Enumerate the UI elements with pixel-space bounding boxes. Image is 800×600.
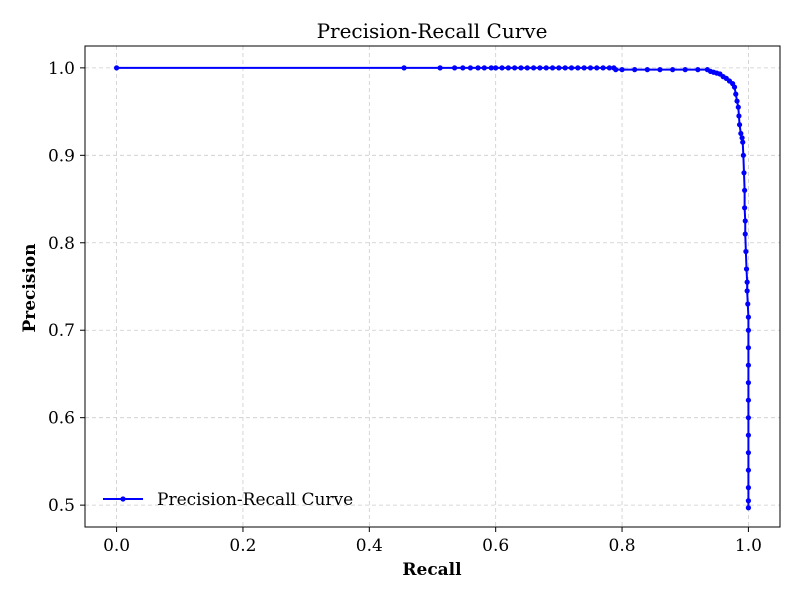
plot-frame bbox=[84, 45, 781, 528]
data-point bbox=[644, 67, 650, 73]
data-point bbox=[543, 65, 549, 71]
x-tick-label: 0.4 bbox=[356, 536, 383, 556]
data-point bbox=[460, 65, 466, 71]
data-point bbox=[530, 65, 537, 71]
data-point bbox=[481, 65, 487, 71]
data-point bbox=[733, 91, 739, 97]
tick-layer: 0.0 0.2 0.4 0.6 0.8 1.0 0.5 0.6 0.7 0.8 0.9 1.0 bbox=[48, 59, 762, 556]
data-point bbox=[518, 65, 524, 71]
chart-title: Precision-Recall Curve bbox=[317, 19, 548, 43]
data-point bbox=[556, 65, 562, 71]
grid-layer bbox=[85, 46, 780, 527]
data-point bbox=[524, 65, 530, 71]
data-point bbox=[512, 65, 518, 71]
x-tick-label: 0.2 bbox=[229, 536, 256, 556]
data-point bbox=[537, 65, 543, 71]
data-point bbox=[575, 65, 581, 71]
y-axis-label: Precision bbox=[20, 243, 40, 332]
data-point bbox=[745, 397, 752, 403]
y-tick-label: 0.5 bbox=[48, 496, 75, 516]
data-point bbox=[669, 67, 676, 73]
data-point bbox=[742, 187, 748, 193]
x-tick-label: 1.0 bbox=[735, 536, 762, 556]
data-point bbox=[632, 67, 638, 73]
data-point bbox=[743, 248, 749, 255]
data-point bbox=[734, 98, 740, 104]
y-tick-label: 0.8 bbox=[48, 234, 75, 254]
legend-marker-swatch bbox=[120, 496, 126, 502]
series-layer bbox=[113, 65, 752, 511]
data-point bbox=[740, 139, 746, 145]
data-point bbox=[745, 498, 752, 504]
data-point bbox=[742, 205, 748, 211]
data-point bbox=[657, 67, 663, 73]
series-line bbox=[116, 66, 750, 508]
y-tick-label: 0.6 bbox=[48, 409, 75, 429]
data-point bbox=[467, 65, 474, 71]
data-point bbox=[744, 288, 750, 294]
data-point bbox=[695, 67, 701, 73]
legend: Precision-Recall Curve bbox=[103, 490, 353, 510]
x-tick-label: 0.6 bbox=[482, 536, 509, 556]
data-point bbox=[475, 65, 481, 71]
y-tick-label: 1.0 bbox=[48, 59, 75, 79]
data-point bbox=[493, 65, 499, 71]
data-point bbox=[505, 65, 511, 71]
x-axis-label: Recall bbox=[402, 560, 462, 580]
data-point bbox=[562, 65, 568, 71]
data-point bbox=[401, 65, 407, 71]
data-point bbox=[613, 67, 619, 73]
data-point bbox=[452, 65, 458, 71]
x-tick-label: 0.0 bbox=[103, 536, 130, 556]
data-point bbox=[745, 485, 752, 491]
data-point bbox=[619, 67, 625, 73]
data-point bbox=[741, 170, 747, 176]
y-tick-label: 0.9 bbox=[48, 146, 75, 166]
data-point bbox=[437, 65, 443, 71]
data-point bbox=[745, 380, 752, 386]
data-point bbox=[568, 65, 575, 71]
data-point bbox=[731, 84, 738, 90]
data-point bbox=[581, 65, 587, 71]
data-point bbox=[745, 505, 752, 511]
data-point bbox=[736, 122, 743, 128]
data-point bbox=[682, 67, 688, 73]
data-point bbox=[745, 314, 752, 320]
data-point bbox=[743, 266, 750, 272]
data-point bbox=[113, 65, 120, 71]
data-point bbox=[745, 415, 752, 421]
data-point bbox=[488, 65, 494, 71]
data-point bbox=[600, 65, 606, 71]
data-point bbox=[742, 218, 748, 224]
data-point bbox=[745, 345, 752, 351]
data-point bbox=[587, 65, 594, 71]
x-tick-label: 0.8 bbox=[609, 536, 636, 556]
data-point bbox=[745, 327, 752, 333]
data-point bbox=[744, 279, 750, 285]
data-point bbox=[740, 152, 746, 158]
data-point bbox=[736, 113, 742, 119]
data-point bbox=[738, 130, 744, 137]
data-point bbox=[735, 104, 741, 110]
data-point bbox=[745, 362, 752, 368]
data-point bbox=[739, 135, 745, 141]
data-point bbox=[606, 65, 613, 71]
data-point bbox=[594, 65, 600, 71]
data-point bbox=[745, 432, 752, 438]
data-point bbox=[499, 65, 505, 71]
data-point bbox=[745, 301, 751, 307]
data-point bbox=[742, 231, 748, 237]
data-point bbox=[549, 65, 556, 71]
data-point bbox=[745, 467, 752, 473]
data-point bbox=[745, 450, 752, 456]
legend-label: Precision-Recall Curve bbox=[157, 490, 353, 510]
y-tick-label: 0.7 bbox=[48, 321, 75, 341]
